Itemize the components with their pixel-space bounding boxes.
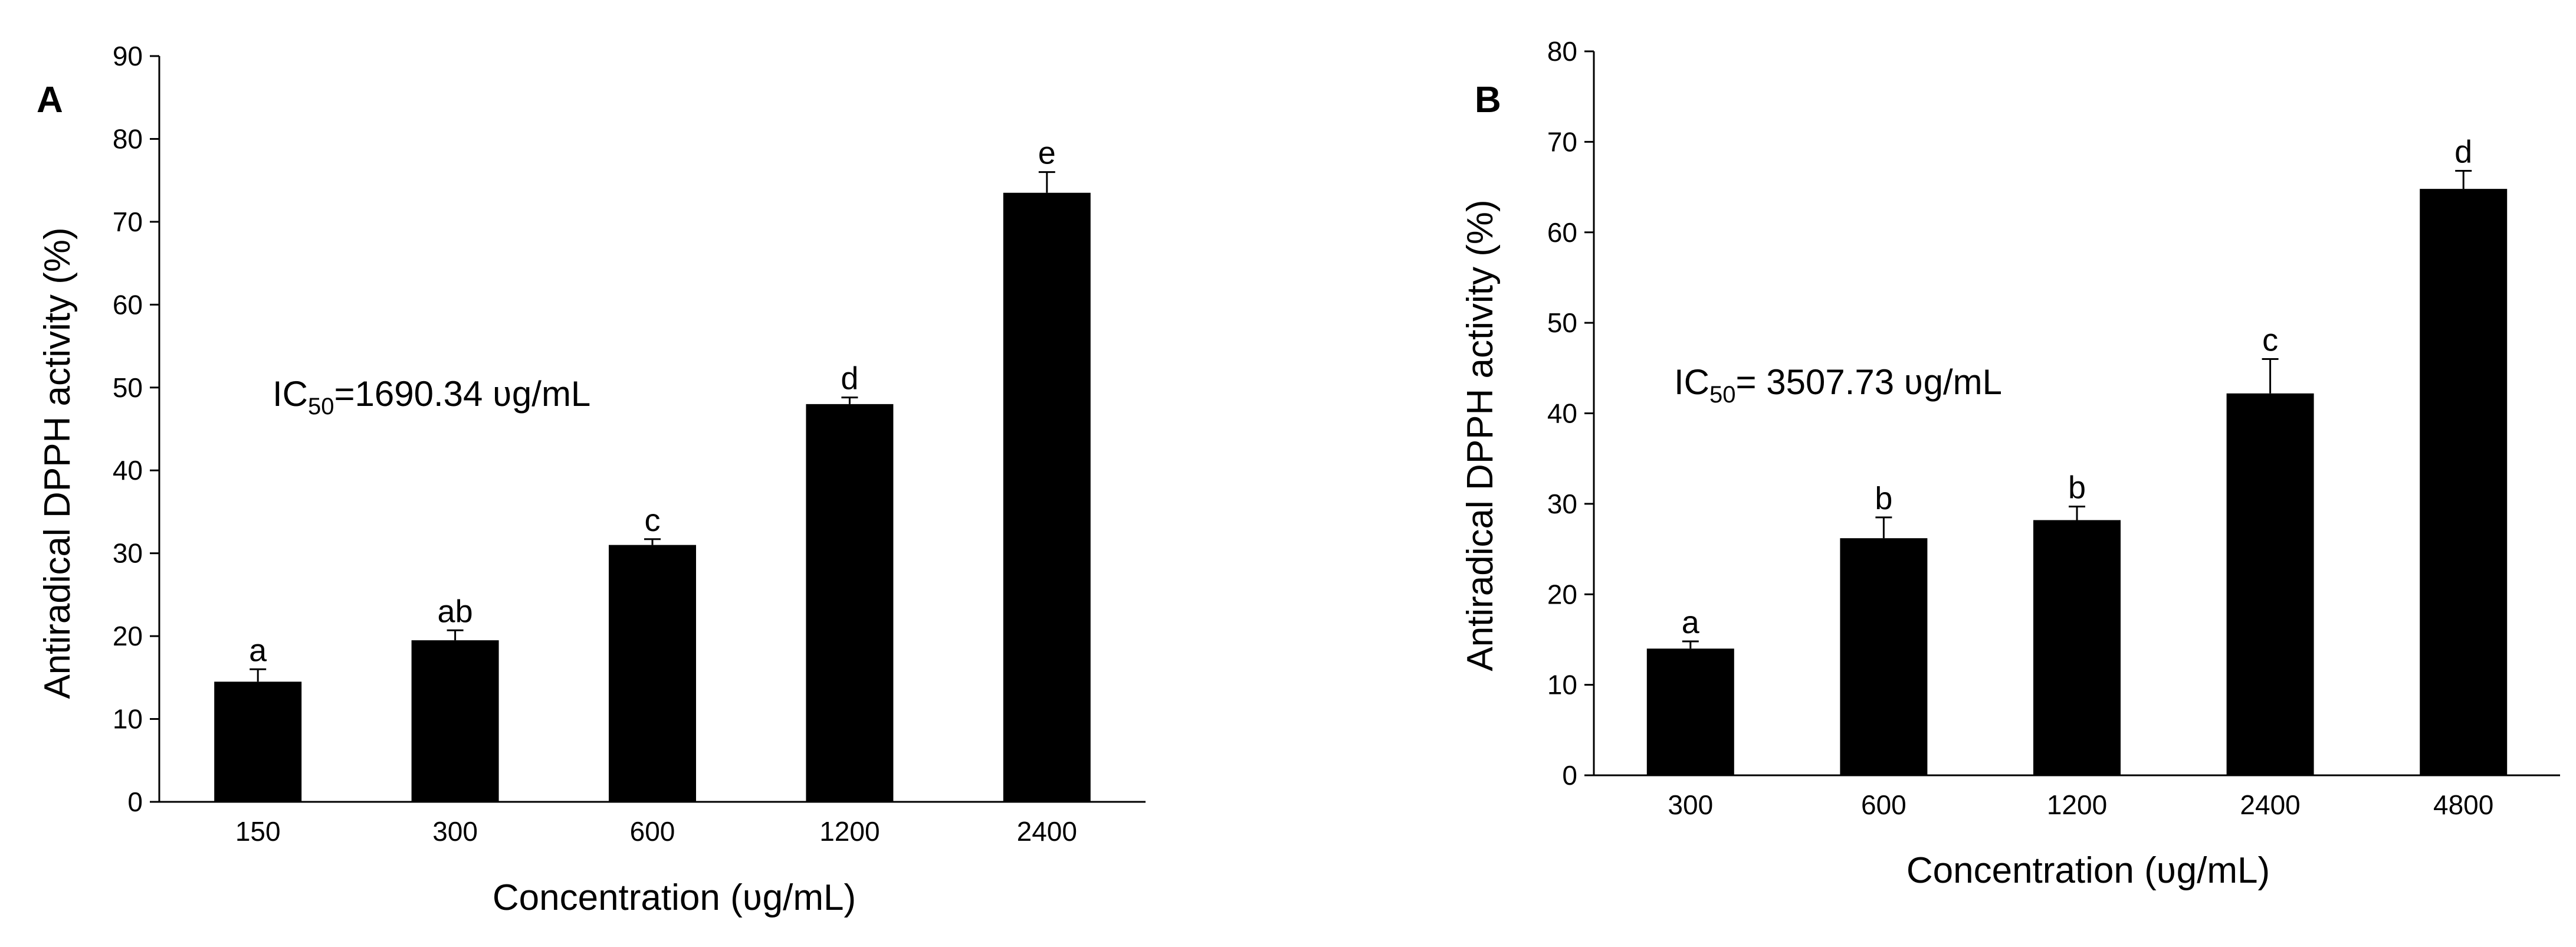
x-tick-label: 2400 xyxy=(2240,789,2300,820)
x-tick-label: 1200 xyxy=(2047,789,2107,820)
y-tick-label: 20 xyxy=(1547,579,1577,610)
y-axis-title: Antiradical DPPH activity (%) xyxy=(37,227,78,699)
bar xyxy=(1840,538,1928,775)
bar xyxy=(2226,393,2314,775)
y-tick-label: 70 xyxy=(113,207,143,237)
x-tick-label: 150 xyxy=(235,816,281,847)
y-tick-label: 80 xyxy=(1547,36,1577,67)
y-tick-label: 50 xyxy=(1547,307,1577,338)
x-tick-label: 600 xyxy=(630,816,675,847)
bar xyxy=(2420,189,2508,775)
x-tick-label: 1200 xyxy=(819,816,880,847)
bar xyxy=(806,404,894,802)
y-axis-title: Antiradical DPPH activity (%) xyxy=(1460,199,1501,671)
y-tick-label: 80 xyxy=(113,123,143,154)
y-tick-label: 50 xyxy=(113,372,143,403)
y-tick-label: 20 xyxy=(113,621,143,651)
significance-label: c xyxy=(2262,322,2278,358)
chart-panel-b: B Antiradical DPPH activity (%) Concentr… xyxy=(1460,36,2560,891)
significance-label: d xyxy=(2454,134,2472,169)
y-tick-label: 40 xyxy=(1547,398,1577,429)
ic50-value: = 3507.73 ʋg/mL xyxy=(1736,362,2002,402)
x-axis-title: Concentration (ʋg/mL) xyxy=(493,877,856,918)
x-tick-label: 600 xyxy=(1861,789,1906,820)
ic50-subscript: 50 xyxy=(1709,382,1736,408)
y-tick-label: 60 xyxy=(113,289,143,320)
x-axis-title: Concentration (ʋg/mL) xyxy=(1906,850,2270,891)
ic50-annotation: IC50=1690.34 ʋg/mL xyxy=(273,374,590,420)
bar xyxy=(411,640,499,802)
y-tick-label: 70 xyxy=(1547,126,1577,157)
bar xyxy=(1646,648,1734,775)
y-tick-label: 0 xyxy=(127,787,143,817)
y-tick-label: 10 xyxy=(1547,670,1577,700)
ic50-value: =1690.34 ʋg/mL xyxy=(334,374,591,414)
y-tick-label: 90 xyxy=(113,41,143,71)
significance-label: a xyxy=(1682,605,1700,640)
x-tick-label: 4800 xyxy=(2433,789,2493,820)
y-tick-label: 30 xyxy=(113,538,143,569)
chart-panel-a: A Antiradical DPPH activity (%) Concentr… xyxy=(37,41,1146,918)
ic50-subscript: 50 xyxy=(308,394,334,420)
panel-label: B xyxy=(1475,80,1501,120)
significance-label: d xyxy=(841,361,858,397)
ic50-annotation: IC50= 3507.73 ʋg/mL xyxy=(1674,362,2002,408)
ic50-prefix: IC xyxy=(273,374,308,414)
significance-label: a xyxy=(249,633,267,668)
y-tick-label: 60 xyxy=(1547,217,1577,248)
significance-label: b xyxy=(2068,470,2086,505)
y-tick-label: 0 xyxy=(1562,760,1577,791)
ic50-prefix: IC xyxy=(1674,362,1709,402)
y-tick-label: 10 xyxy=(113,704,143,735)
panel-label: A xyxy=(37,80,63,120)
bar xyxy=(214,681,302,802)
significance-label: e xyxy=(1038,136,1056,171)
x-tick-label: 300 xyxy=(1668,789,1713,820)
bar xyxy=(609,545,696,802)
significance-label: b xyxy=(1875,481,1892,516)
bar xyxy=(1003,192,1091,802)
x-tick-label: 300 xyxy=(432,816,478,847)
significance-label: c xyxy=(645,503,661,538)
y-tick-label: 30 xyxy=(1547,489,1577,519)
x-tick-label: 2400 xyxy=(1017,816,1077,847)
significance-label: ab xyxy=(438,594,473,629)
bar xyxy=(2033,520,2121,775)
y-tick-label: 40 xyxy=(113,455,143,486)
